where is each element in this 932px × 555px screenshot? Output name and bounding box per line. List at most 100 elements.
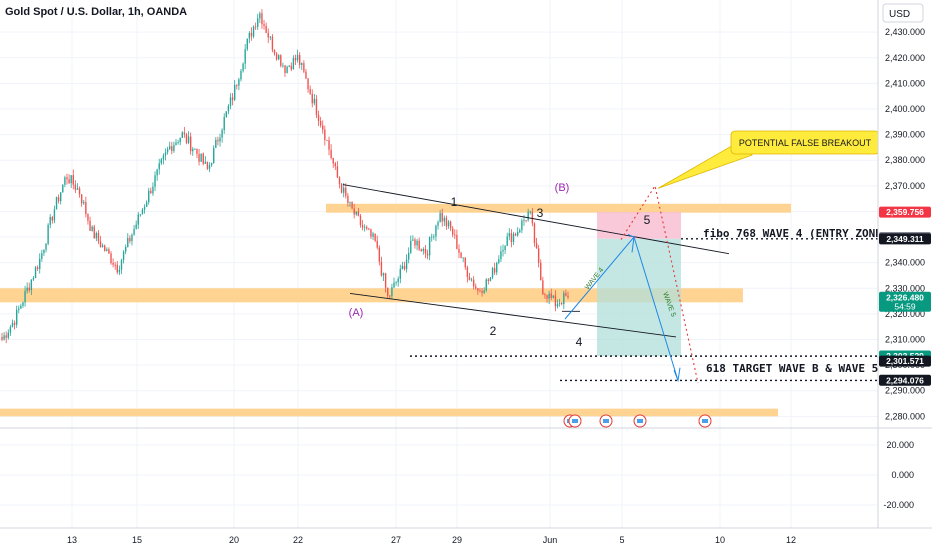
candle-body <box>334 163 337 167</box>
price-tick-label: 2,430.000 <box>885 27 925 37</box>
candle-body <box>561 303 563 305</box>
candle-body <box>219 137 221 142</box>
price-tick-label: 2,390.000 <box>885 130 925 140</box>
candle-body <box>556 304 559 307</box>
price-tick-label: 2,420.000 <box>885 53 925 63</box>
time-tick-label: 5 <box>619 535 624 545</box>
candle-body <box>122 251 125 261</box>
candle-body <box>319 120 322 126</box>
candle-body <box>284 65 286 74</box>
candle-body <box>376 240 378 248</box>
price-badge-text: 2,349.311 <box>886 234 924 244</box>
candle-body <box>305 71 307 79</box>
red-false-breakout-path <box>620 184 699 384</box>
candle-body <box>525 220 527 221</box>
candle-body <box>32 278 35 280</box>
candle-body <box>166 149 169 153</box>
upper-channel-line <box>342 184 730 255</box>
candle-body <box>74 184 77 190</box>
candle-body <box>244 49 246 64</box>
candle-body <box>93 226 95 239</box>
candle-body <box>324 129 326 140</box>
candle-body <box>175 142 177 146</box>
candle-body <box>489 277 492 282</box>
price-badge-black <box>879 374 931 386</box>
candle-body <box>78 188 81 195</box>
candle-body <box>127 238 129 248</box>
candle-body <box>332 158 334 164</box>
candle-body <box>265 25 267 33</box>
candle-body <box>104 245 106 251</box>
price-axis[interactable]: 2,280.0002,290.0002,300.0002,310.0002,32… <box>877 0 932 528</box>
candle-body <box>57 197 60 202</box>
candle-body <box>257 18 259 27</box>
wave-label-b: (B) <box>555 182 570 194</box>
candle-body <box>261 13 263 25</box>
take-profit-box <box>597 238 681 357</box>
candle-body <box>472 279 475 287</box>
currency-button-label[interactable]: USD <box>889 9 910 20</box>
currency-button[interactable]: USD <box>882 3 924 23</box>
price-badge-black <box>879 355 931 367</box>
candle-body <box>412 239 414 241</box>
candle-body <box>416 240 418 246</box>
candlestick-series <box>1 9 569 344</box>
candle-body <box>223 117 225 130</box>
price-tick-label: 2,340.000 <box>885 258 925 268</box>
candle-body <box>280 55 282 66</box>
time-axis[interactable]: 13 15 20 22 27 29 Jun 5 10 12 <box>0 527 932 545</box>
candle-body <box>194 148 196 150</box>
candle-body <box>68 179 70 184</box>
candle-body <box>393 282 395 288</box>
candle-body <box>34 267 37 279</box>
candle-body <box>391 287 393 297</box>
candle-body <box>231 97 234 100</box>
candle-body <box>41 253 43 259</box>
candle-body <box>496 262 498 273</box>
candle-body <box>99 241 102 248</box>
candle-body <box>535 243 538 249</box>
wave-label-3: 3 <box>537 206 544 220</box>
candle-body <box>177 142 179 144</box>
candle-body <box>269 36 272 38</box>
candle-body <box>26 287 28 292</box>
candle-body <box>22 302 24 306</box>
candle-body <box>43 249 45 254</box>
candle-body <box>210 163 213 166</box>
candle-body <box>563 293 565 305</box>
candle-body <box>118 269 121 273</box>
candle-body <box>370 229 372 237</box>
time-tick-label: 29 <box>452 535 462 545</box>
time-tick-label: 22 <box>293 535 303 545</box>
candle-body <box>351 202 353 209</box>
wave4-arrowhead <box>627 234 635 253</box>
candle-body <box>76 188 79 190</box>
candle-body <box>106 249 108 251</box>
candle-body <box>336 166 339 178</box>
flag-icon <box>637 419 643 423</box>
price-badge-text: 2,301.571 <box>886 356 924 366</box>
candle-body <box>491 268 494 278</box>
candle-body <box>141 209 144 215</box>
candle-body <box>410 240 412 253</box>
wave-label-4: 4 <box>576 335 583 349</box>
candle-body <box>550 293 552 298</box>
candle-body <box>401 265 404 269</box>
candle-body <box>252 26 255 37</box>
candle-body <box>544 294 546 296</box>
candle-body <box>462 257 464 259</box>
candle-body <box>51 217 54 221</box>
candle-body <box>148 190 150 203</box>
candle-body <box>204 161 207 164</box>
candle-body <box>208 165 211 169</box>
candle-body <box>477 288 479 291</box>
candle-body <box>87 214 89 221</box>
candle-body <box>47 224 49 244</box>
candle-body <box>357 211 360 216</box>
candle-body <box>290 65 292 70</box>
price-tick-label: 2,370.000 <box>885 181 925 191</box>
candle-body <box>64 177 66 185</box>
candle-body <box>39 258 41 269</box>
